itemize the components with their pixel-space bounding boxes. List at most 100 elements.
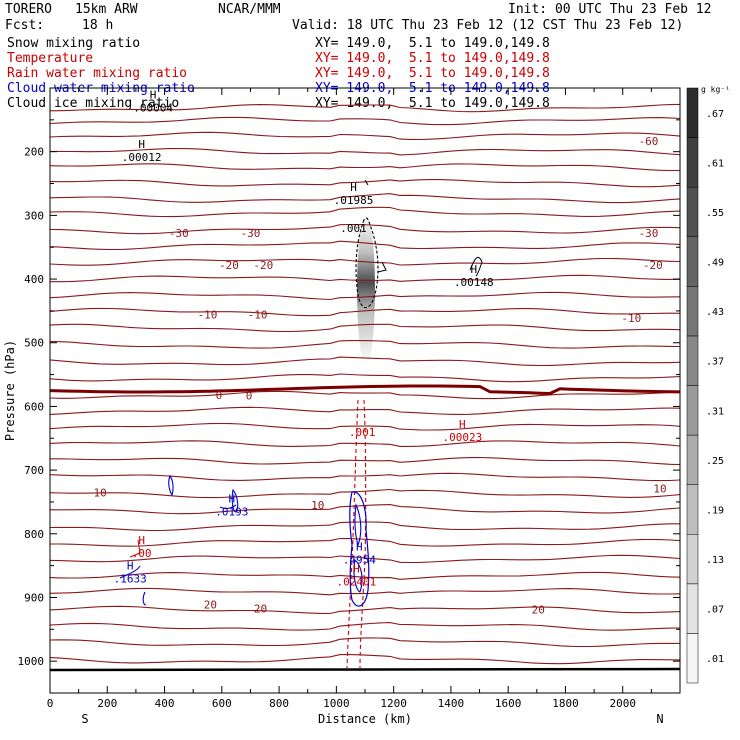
x-end-label-north: N [656,712,663,726]
snow-contour [364,179,369,186]
temperature-contours: -60 -30 -30 -30 -20 -20 -20 -10 -10 -10 0 0 10 10 10 20… [49,103,681,665]
temperature-contour-label: 0 [246,390,253,403]
y-tick-label: 900 [24,591,44,604]
colorbar-level-label: .43 [706,307,724,318]
high-value-label: .001 [349,426,376,439]
x-tick-label: 400 [155,697,175,710]
temperature-isotherm-line [49,488,681,499]
model-resolution: 15km ARW [75,2,138,17]
temperature-isotherm-line [49,521,680,532]
high-value-label: .01985 [334,194,374,207]
legend-rain-xy: XY= 149.0, 5.1 to 149.0,149.8 [315,66,550,81]
temperature-isotherm-line [49,406,681,415]
y-tick-label: 300 [24,209,44,222]
cloud-ice-contour [469,257,483,277]
temperature-isotherm-line [50,456,681,466]
temperature-contour-label: -30 [639,227,659,240]
temperature-isotherm-line [49,147,681,156]
temperature-isotherm-line [49,291,681,301]
x-tick-label: 200 [97,697,117,710]
temperature-isotherm-line [49,240,681,251]
y-tick-label: 600 [24,400,44,413]
colorbar-bin [686,286,699,337]
temperature-isotherm-line [49,163,680,172]
temperature-isotherm-line [49,307,681,317]
temperature-contour-label: 10 [311,499,324,512]
legend-snow-name: Snow mixing ratio [7,36,141,51]
temperature-contour-label: -20 [219,259,239,272]
temperature-isotherm-line [49,257,681,266]
temperature-contour-label: 20 [204,598,217,611]
high-marker: H [138,534,145,547]
x-tick-label: 1800 [552,697,579,710]
x-tick-label: 2000 [609,697,636,710]
zero-isotherm-line [49,384,681,396]
colorbar-bin [686,137,699,188]
high-marker: H [471,263,478,276]
temperature-contour-label: 0 [216,389,223,402]
colorbar-bin [686,186,699,238]
temperature-contour-label: 20 [532,604,545,617]
temperature-contour-label: -10 [198,309,218,322]
temperature-isotherm-line [49,179,681,188]
temperature-isotherm-line [49,116,681,126]
y-tick-label: 500 [24,337,44,350]
x-axis-label: Distance (km) [318,712,412,726]
high-marker: H [127,559,134,572]
colorbar-bin [686,633,699,684]
y-tick-label: 800 [24,528,44,541]
temperature-isotherm-line [49,373,681,383]
cloud-water-contour [219,488,239,513]
temperature-isotherm-line [49,472,681,482]
x-tick-label: 1000 [323,697,350,710]
annotations: H.00004H.00012H.01985.001H.00148.001H.00… [114,89,494,589]
colorbar-bin [686,534,699,585]
legend-temperature-name: Temperature [7,51,94,66]
colorbar-bin [686,385,699,436]
temperature-isotherm-line [49,356,681,367]
x-tick-label: 800 [269,697,289,710]
temperature-isotherm-line [49,206,681,218]
legend-cloud-ice-name: Cloud ice mixing ratio [7,96,180,111]
colorbar-level-label: .01 [706,654,724,665]
temperature-isotherm-line [49,622,681,631]
temperature-isotherm-line [49,605,681,615]
high-value-label: .4954 [343,553,376,566]
snow-contour [377,261,387,273]
snow-shading [357,215,375,365]
temperature-contour-label: -20 [253,259,273,272]
x-tick-label: 1200 [380,697,407,710]
temperature-isotherm-line [49,571,681,580]
temperature-isotherm-line [50,504,681,515]
high-value-label: .00012 [122,151,162,164]
temperature-isotherm-line [49,587,681,596]
temperature-isotherm-line [49,422,681,431]
colorbar-bin [686,236,699,287]
cloud-water-contour [119,565,147,606]
colorbar-bin [686,583,699,634]
temperature-contour-label: -30 [169,227,189,240]
temperature-contour-label: -10 [621,312,641,325]
temperature-isotherm-line [50,274,681,283]
high-value-label: .02401 [337,576,377,589]
temperature-contour-label: 10 [93,486,106,499]
x-end-label-south: S [81,712,88,726]
high-value-label: .00 [132,547,152,560]
mixing-ratio-contours [49,179,681,672]
y-tick-label: 200 [24,146,44,159]
colorbar-level-label: .61 [706,158,724,169]
temperature-contour-label: 10 [653,483,666,496]
high-value-label: .0193 [215,506,248,519]
cloud-water-contour [353,503,363,593]
cloud-water-contour [349,491,370,607]
colorbar-level-label: .25 [706,456,724,467]
high-marker: H [350,181,357,194]
temperature-isotherm-line [49,223,681,235]
high-value-label: .00148 [454,276,494,289]
high-marker: H [229,493,236,506]
colorbar-bin [686,434,699,485]
organization: NCAR/MMM [218,2,281,17]
colorbar: .01 .07 .13 .19 .25 .31 .37 .43 .49 .55 .61 .67 g kg… [686,85,730,684]
colorbar-bin [686,335,699,386]
y-tick-label: 700 [24,464,44,477]
